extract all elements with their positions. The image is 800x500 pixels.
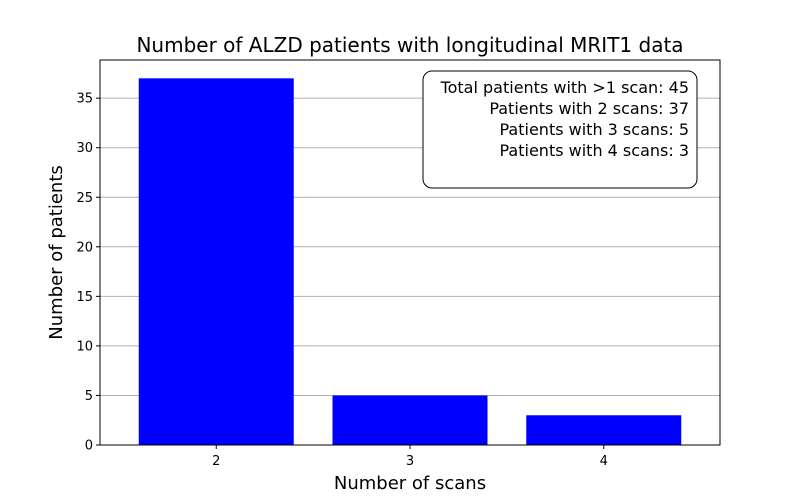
bar-2-scans [138, 78, 294, 445]
bar-4-scans [526, 415, 682, 445]
annotation-line-3-scans: Patients with 3 scans: 5 [500, 120, 690, 139]
x-axis-ticks: 2 3 4 [212, 445, 608, 469]
y-tick-label-35: 35 [76, 92, 93, 107]
x-tick-label-2: 2 [212, 454, 220, 469]
y-axis-ticks: 0 5 10 15 20 25 30 35 [76, 92, 100, 454]
y-tick-label-10: 10 [76, 339, 93, 354]
y-tick-label-5: 5 [85, 389, 93, 404]
y-tick-label-0: 0 [85, 439, 93, 454]
y-tick-label-25: 25 [76, 191, 93, 206]
chart-title: Number of ALZD patients with longitudina… [136, 33, 683, 57]
annotation-box-frame [422, 70, 698, 189]
x-tick-label-4: 4 [600, 454, 608, 469]
annotation-line-total: Total patients with >1 scan: 45 [440, 78, 689, 97]
y-axis-label: Number of patients [46, 165, 67, 340]
bars [138, 78, 682, 445]
y-tick-label-15: 15 [76, 290, 93, 305]
x-axis-label: Number of scans [334, 473, 486, 494]
annotation-box: Total patients with >1 scan: 45 Patients… [422, 70, 698, 189]
y-tick-label-20: 20 [76, 240, 93, 255]
annotation-line-2-scans: Patients with 2 scans: 37 [489, 99, 689, 118]
x-tick-label-3: 3 [406, 454, 414, 469]
annotation-line-4-scans: Patients with 4 scans: 3 [500, 141, 690, 160]
y-tick-label-30: 30 [76, 141, 93, 156]
bar-3-scans [332, 395, 488, 445]
